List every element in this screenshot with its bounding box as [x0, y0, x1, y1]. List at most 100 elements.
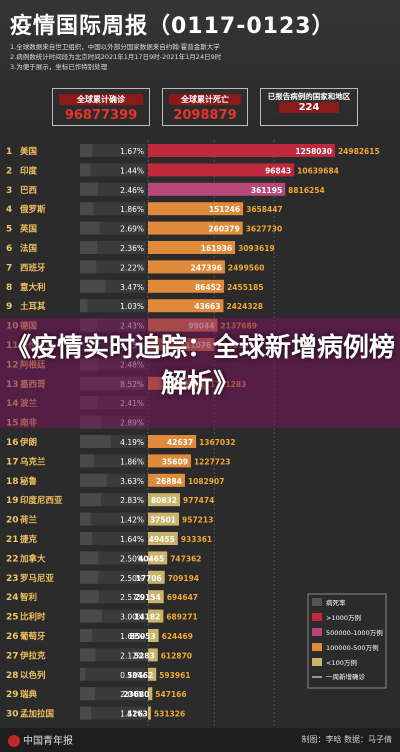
rank-label: 20 — [6, 516, 19, 526]
cumulative-label: 10639684 — [297, 166, 339, 175]
weekly-label: 5283 — [134, 651, 155, 660]
mortality-label: 1.86% — [120, 205, 144, 214]
mortality-label: 2.46% — [120, 186, 144, 195]
legend-label: 100000-500万例 — [326, 643, 379, 652]
weekly-label: 1258030 — [295, 147, 332, 156]
page-title: 疫情国际周报（0117-0123） — [10, 14, 335, 39]
country-label: 西班牙 — [20, 262, 46, 273]
bar-chart: 500000200000070000001美国1.67%125803024982… — [6, 140, 387, 726]
country-label: 印度 — [20, 165, 38, 176]
stat-value: 224 — [279, 102, 339, 113]
cumulative-label: 747362 — [170, 554, 201, 563]
cumulative-bar — [148, 512, 180, 526]
notes: 1.全球数据来自世卫组织，中国以外部分国家数据来自约翰·霍普金斯大学 2.病例数… — [10, 42, 390, 72]
mortality-bar — [80, 454, 94, 468]
legend-swatch — [312, 658, 322, 666]
mortality-track — [80, 454, 146, 468]
cumulative-label: 689271 — [166, 613, 197, 622]
cumulative-bar — [148, 144, 335, 157]
overlay-band — [0, 318, 400, 428]
mortality-track — [80, 299, 146, 313]
mortality-bar — [80, 629, 92, 642]
cumulative-bar — [148, 532, 178, 545]
weekly-label: 37501 — [150, 516, 176, 525]
cumulative-label: 612870 — [161, 651, 192, 660]
mortality-bar — [80, 144, 93, 157]
country-label: 英国 — [19, 224, 37, 235]
country-label: 巴西 — [20, 186, 38, 196]
cumulative-bar — [148, 241, 236, 254]
note-2: 2.病例数统计时间段为北京时间2021年1月17日9时-2021年1月24日9时 — [10, 53, 222, 61]
country-label: 荷兰 — [19, 515, 38, 526]
cumulative-bar — [148, 299, 224, 313]
cumulative-bar — [148, 629, 159, 642]
mortality-label: 3.00% — [120, 613, 144, 622]
country-label: 孟加拉国 — [20, 709, 54, 720]
rank-label: 30 — [6, 710, 19, 720]
cumulative-label: 3093619 — [238, 244, 275, 253]
weekly-label: 23680 — [123, 690, 149, 699]
legend-label: 病死率 — [326, 598, 346, 607]
country-label: 美国 — [20, 146, 37, 157]
mortality-track — [80, 202, 146, 216]
cumulative-label: 957213 — [182, 516, 213, 525]
mortality-label: 2.69% — [120, 225, 144, 234]
cumulative-label: 593961 — [159, 671, 190, 680]
note-3: 3.为便于展示，坐标已作特别处理 — [10, 63, 108, 71]
mortality-bar — [80, 473, 107, 487]
rank-label: 6 — [6, 244, 12, 254]
weekly-label: 151246 — [209, 205, 240, 214]
cumulative-label: 2424328 — [226, 302, 263, 311]
stat-countries: 已报告病例的国家和地区 224 — [260, 88, 358, 126]
rank-label: 25 — [6, 613, 19, 623]
country-label: 智利 — [19, 592, 37, 603]
mortality-bar — [80, 551, 99, 565]
mortality-track — [80, 629, 146, 642]
legend-swatch — [312, 643, 322, 651]
mortality-bar — [80, 493, 101, 507]
cumulative-label: 2499560 — [228, 263, 265, 272]
mortality-track — [80, 163, 146, 177]
mortality-bar — [80, 512, 91, 526]
cumulative-label: 1367032 — [199, 438, 236, 447]
country-label: 伊朗 — [19, 437, 37, 448]
mortality-bar — [80, 570, 99, 584]
mortality-track — [80, 532, 146, 545]
mortality-bar — [80, 532, 93, 545]
weekly-label: 40465 — [138, 554, 164, 563]
cumulative-bar — [148, 473, 185, 487]
mortality-label: 1.03% — [120, 302, 144, 311]
cumulative-bar — [148, 609, 164, 623]
logo-icon — [8, 735, 20, 747]
mortality-label: 2.12% — [120, 651, 144, 660]
mortality-label: 4.19% — [120, 438, 144, 447]
cumulative-label: 933361 — [181, 535, 212, 544]
weekly-label: 161936 — [201, 244, 232, 253]
country-label: 俄罗斯 — [19, 204, 46, 215]
mortality-label: 1.67% — [120, 147, 144, 156]
rank-label: 1 — [6, 147, 12, 157]
country-label: 秘鲁 — [20, 476, 38, 487]
mortality-bar — [80, 182, 99, 196]
country-label: 乌克兰 — [20, 456, 46, 467]
mortality-label: 1.86% — [120, 457, 144, 466]
mortality-bar — [80, 435, 111, 448]
mortality-bar — [80, 706, 92, 720]
cumulative-label: 2455185 — [227, 283, 264, 292]
stat-label: 全球累计死亡 — [169, 94, 241, 105]
mortality-label: 2.04% — [120, 690, 144, 699]
cumulative-label: 1227723 — [194, 457, 231, 466]
mortality-bar — [80, 299, 88, 313]
mortality-track — [80, 667, 146, 681]
note-1: 1.全球数据来自世卫组织，中国以外部分国家数据来自约翰·霍普金斯大学 — [10, 43, 220, 51]
weekly-label: 26884 — [156, 477, 182, 486]
rank-label: 19 — [6, 496, 19, 506]
mortality-label: 1.44% — [120, 166, 144, 175]
weekly-label: 96843 — [265, 166, 291, 175]
rank-label: 27 — [6, 651, 19, 661]
cumulative-label: 3627730 — [246, 225, 283, 234]
cumulative-bar — [148, 551, 168, 565]
country-label: 法国 — [20, 243, 37, 254]
country-label: 瑞典 — [20, 689, 38, 700]
cumulative-bar — [148, 667, 157, 681]
